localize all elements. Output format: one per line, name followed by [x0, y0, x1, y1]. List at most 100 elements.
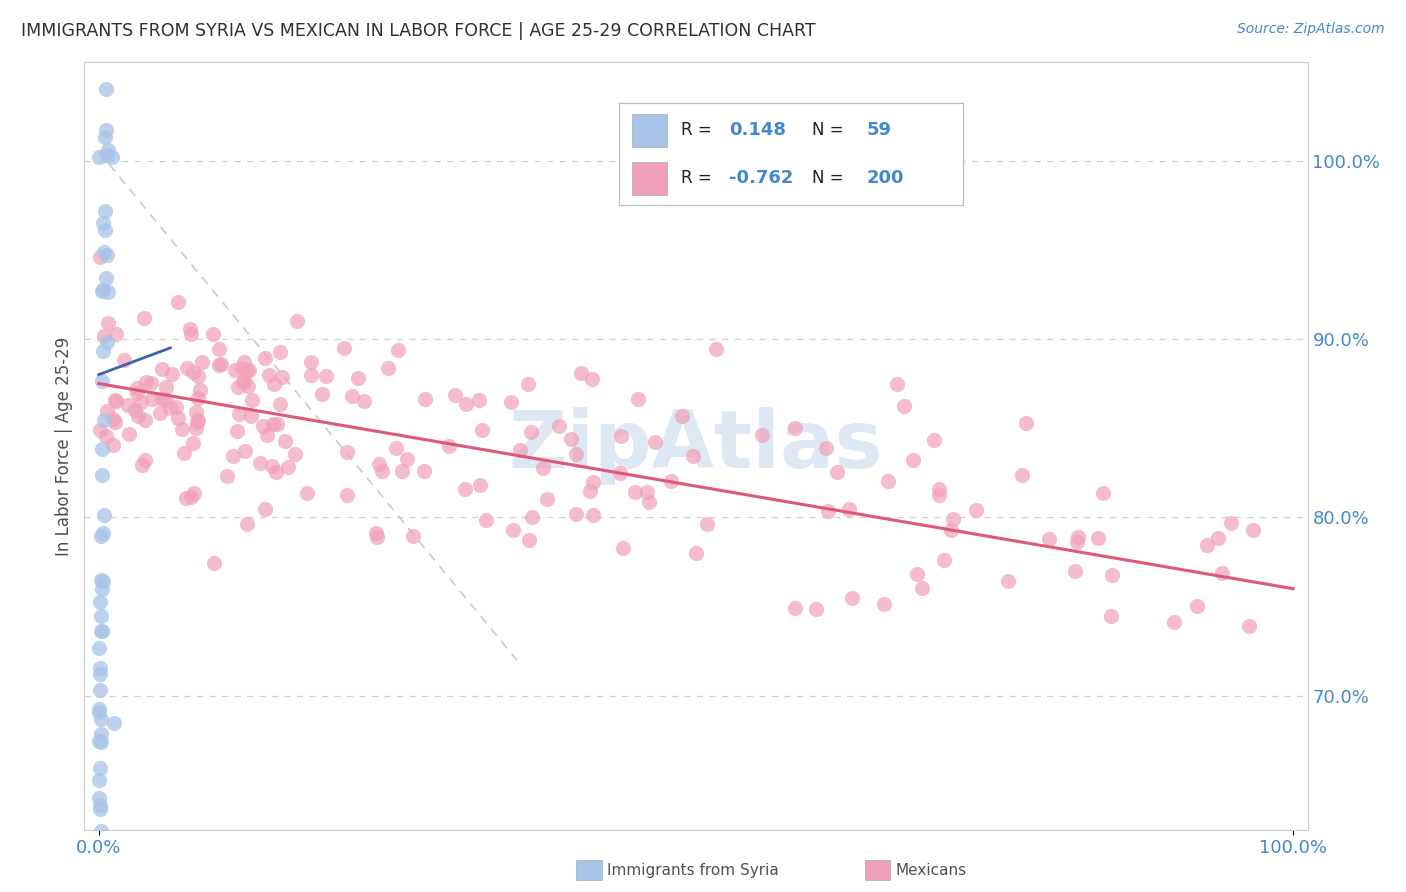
Text: N =: N = [811, 121, 848, 139]
Point [93, 216, 115, 230]
Point [1185, 599, 1208, 613]
FancyBboxPatch shape [633, 162, 666, 194]
Point [299, 368, 322, 383]
Point [91, 283, 114, 297]
Point [347, 371, 370, 385]
Point [911, 581, 934, 595]
Point [454, 397, 477, 411]
Text: IMMIGRANTS FROM SYRIA VS MEXICAN IN LABOR FORCE | AGE 25-29 CORRELATION CHART: IMMIGRANTS FROM SYRIA VS MEXICAN IN LABO… [21, 22, 815, 40]
Point [134, 413, 156, 427]
Point [1015, 417, 1038, 431]
Point [91, 284, 114, 298]
Point [91, 374, 114, 388]
Point [1066, 530, 1088, 544]
Point [581, 475, 603, 490]
Point [517, 533, 540, 547]
Point [87, 790, 110, 805]
Point [226, 380, 249, 394]
Point [139, 376, 162, 391]
Point [264, 465, 287, 479]
Point [97, 143, 120, 157]
Point [533, 460, 555, 475]
Point [1239, 618, 1261, 632]
Point [454, 482, 477, 496]
Point [89, 797, 111, 812]
Point [105, 326, 128, 341]
Point [89, 595, 111, 609]
Point [475, 512, 498, 526]
Point [173, 446, 195, 460]
Point [965, 503, 987, 517]
Point [127, 409, 149, 424]
Point [249, 456, 271, 470]
Point [221, 449, 243, 463]
Point [90, 735, 112, 749]
Point [928, 482, 950, 496]
Point [89, 870, 111, 884]
Point [685, 546, 707, 560]
Point [103, 715, 125, 730]
Point [468, 392, 491, 407]
Point [569, 366, 592, 380]
Point [104, 415, 127, 429]
Point [704, 342, 727, 356]
Point [101, 150, 124, 164]
Point [901, 453, 924, 467]
Point [682, 449, 704, 463]
Point [93, 413, 115, 427]
Point [254, 351, 277, 365]
Point [91, 467, 114, 482]
Point [224, 363, 246, 377]
Point [149, 406, 172, 420]
Point [263, 376, 285, 391]
Point [150, 392, 173, 407]
Point [93, 245, 115, 260]
Point [825, 465, 848, 479]
Point [444, 387, 467, 401]
Point [97, 285, 120, 299]
Text: 200: 200 [866, 169, 904, 187]
Point [191, 355, 214, 369]
Point [1064, 564, 1087, 578]
Point [997, 574, 1019, 588]
Point [87, 705, 110, 719]
Point [90, 442, 112, 457]
Point [100, 29, 122, 44]
Point [87, 701, 110, 715]
Point [942, 512, 965, 526]
Point [269, 397, 291, 411]
Point [385, 442, 408, 456]
Point [520, 510, 543, 524]
Point [155, 393, 177, 408]
Point [89, 660, 111, 674]
Point [353, 394, 375, 409]
Point [368, 457, 391, 471]
Point [91, 525, 114, 540]
Point [94, 271, 117, 285]
Point [155, 380, 177, 394]
Point [129, 395, 152, 409]
Point [1066, 534, 1088, 549]
Point [90, 712, 112, 726]
Point [89, 423, 111, 437]
Point [165, 400, 187, 414]
Point [184, 405, 207, 419]
FancyBboxPatch shape [633, 114, 666, 146]
Point [91, 574, 114, 588]
Point [471, 423, 494, 437]
Point [180, 490, 202, 504]
Point [167, 411, 190, 425]
Point [1087, 531, 1109, 545]
Point [582, 508, 605, 522]
Point [502, 524, 524, 538]
Point [233, 374, 256, 388]
Point [295, 486, 318, 500]
Point [336, 487, 359, 501]
Point [228, 407, 250, 421]
Point [886, 377, 908, 392]
Point [402, 529, 425, 543]
Text: 59: 59 [866, 121, 891, 139]
Point [180, 326, 202, 341]
Point [183, 486, 205, 500]
Point [873, 597, 896, 611]
